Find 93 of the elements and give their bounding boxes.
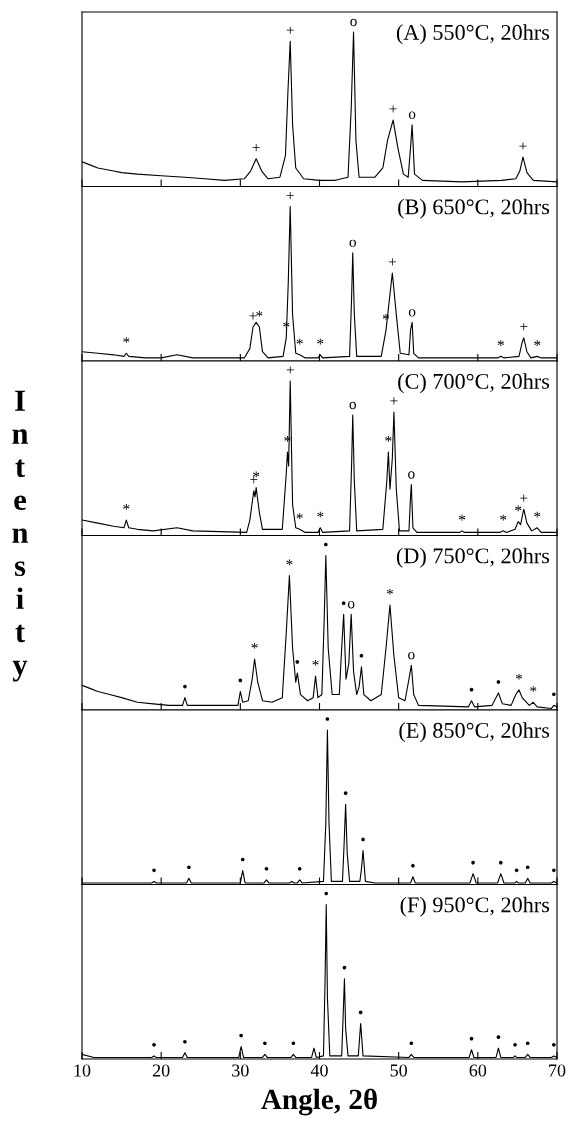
annotation: • [469,687,474,692]
annotation: o [350,18,357,27]
chart-title: (B) 650°C, 20hrs [398,198,550,219]
annotation: * [286,559,293,566]
annotation: • [152,868,156,873]
annotation: • [264,866,269,871]
chart-title: (C) 700°C, 20hrs [398,373,550,394]
annotation: • [496,1035,501,1039]
annotation: * [296,513,303,519]
annotation: • [514,868,519,873]
annotation: • [295,660,300,664]
annotation: * [458,514,466,521]
x-tick-label: 50 [390,1064,408,1077]
annotation: • [552,1043,556,1047]
annotation: • [324,542,328,547]
annotation: o [408,471,415,479]
annotation: • [552,868,556,873]
annotation: • [469,1036,474,1041]
annotation: • [183,684,187,689]
x-tick-label: 10 [74,1064,91,1077]
annotation: • [359,653,364,658]
annotation: + [286,191,294,200]
annotation: * [530,686,537,692]
annotation: • [358,1010,363,1015]
annotation: • [291,1041,296,1046]
annotation: • [239,1033,243,1038]
annotation: o [349,401,356,410]
annotation: • [525,865,530,870]
annotation: • [342,965,347,970]
annotation: + [286,366,294,374]
x-tick-label: 40 [310,1064,328,1077]
annotation: • [513,1043,517,1047]
annotation: * [386,588,394,595]
annotation: + [519,142,527,150]
annotation: o [408,651,415,660]
annotation: o [408,309,416,317]
annotation: • [187,865,191,870]
annotation: • [325,717,330,721]
annotation: * [534,511,541,518]
annotation: + [249,312,257,320]
annotation: * [385,436,392,442]
annotation: • [496,680,501,684]
annotation: o [347,601,355,609]
x-tick-label: 30 [232,1064,249,1077]
text: Intensity [12,390,29,682]
annotation: * [256,310,263,317]
annotation: + [520,494,528,502]
annotation: • [361,837,365,842]
chart-title: (A) 550°C, 20hrs [396,24,550,45]
annotation: * [251,643,258,649]
annotation: + [286,26,294,34]
annotation: + [250,476,258,484]
annotation: • [152,1043,156,1047]
annotation: + [389,105,397,113]
annotation: o [349,239,356,248]
annotation: • [183,1039,187,1044]
chart-title: (D) 750°C, 20hrs [396,547,550,568]
annotation: * [317,511,324,518]
x-tick-label: 20 [152,1064,170,1077]
annotation: * [296,338,303,345]
x-tick-label: 70 [549,1064,566,1077]
annotation: + [520,323,528,331]
annotation: • [552,692,556,697]
annotation: • [498,860,503,865]
annotation: • [411,863,415,868]
annotation: + [390,397,398,405]
annotation: • [297,866,302,871]
x-axis-title: Angle, 2θ [261,1088,377,1116]
annotation: • [324,891,329,896]
annotation: • [263,1041,267,1046]
annotation: • [471,860,475,865]
chart-title: (E) 850°C, 20hrs [399,722,550,743]
x-tick-label: 60 [469,1064,487,1077]
annotation: • [525,1041,530,1046]
annotation: • [238,678,243,683]
annotation: * [123,504,130,510]
annotation: • [343,791,348,795]
annotation: • [240,857,245,862]
chart-title: (F) 950°C, 20hrs [400,896,550,917]
annotation: + [388,258,396,266]
annotation: • [341,601,346,605]
annotation: o [408,111,416,119]
annotation: + [252,144,260,152]
annotation: * [515,673,523,680]
annotation: • [409,1041,414,1046]
annotation: * [123,337,130,343]
annotation: * [515,505,522,512]
annotation: * [500,514,507,521]
annotation: * [253,471,260,478]
annotation: * [497,340,504,346]
annotation: * [312,659,319,666]
annotation: * [317,338,324,345]
annotation: * [534,340,541,346]
